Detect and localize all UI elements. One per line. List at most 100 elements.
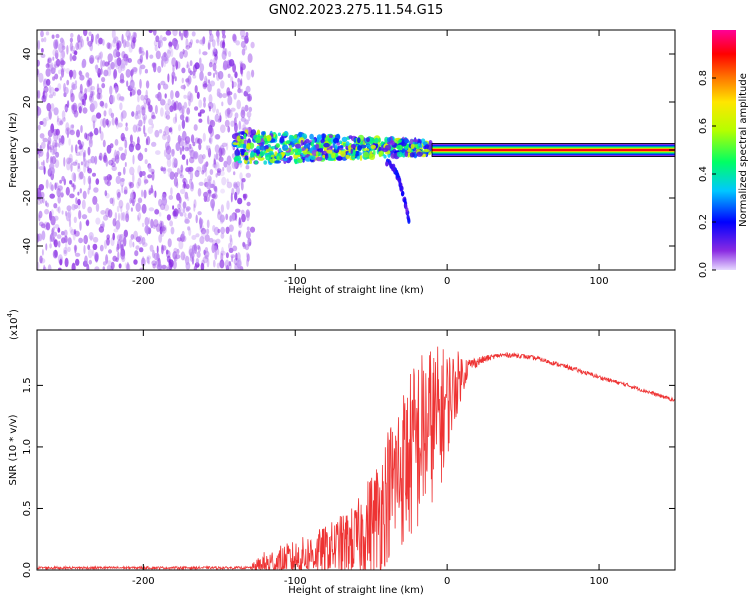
spectrogram-noise-cell	[160, 167, 166, 172]
spectrogram-signal-cell	[330, 145, 333, 149]
spectrogram-noise-cell	[214, 114, 220, 122]
spectrogram-noise-cell	[148, 164, 152, 173]
spectrogram-signal-cell	[277, 132, 281, 137]
spectrogram-noise-cell	[161, 197, 168, 206]
spectrogram-noise-cell	[167, 134, 171, 144]
spectrogram-noise-cell	[175, 90, 180, 98]
spectrogram-noise-cell	[37, 90, 41, 99]
spectrogram-noise-cell	[141, 222, 145, 227]
spectrogram-noise-cell	[129, 91, 132, 97]
spectrogram-noise-cell	[87, 40, 93, 47]
spectrogram-noise-cell	[225, 252, 229, 259]
spectrogram-noise-cell	[45, 243, 48, 251]
spectrogram-noise-cell	[220, 124, 226, 133]
spectrogram-noise-cell	[133, 230, 139, 240]
spectrogram-noise-cell	[214, 144, 220, 154]
spectrogram-noise-cell	[55, 33, 60, 39]
spectrogram-noise-cell	[179, 51, 184, 59]
snr-x-ticks: -200 -100 0 100	[132, 330, 609, 587]
spectrogram-noise-cell	[227, 73, 231, 79]
colorbar-ticks: 0.0 0.2 0.4 0.6 0.8	[698, 70, 716, 278]
spectrogram-noise-cell	[183, 181, 187, 189]
spectrogram-noise-cell	[71, 262, 76, 270]
spectrogram-noise-cell	[37, 200, 41, 205]
spectrogram-noise-cell	[153, 30, 157, 36]
spectrogram-noise-cell	[186, 61, 189, 69]
spectrogram-noise-cell	[79, 171, 84, 180]
spectrogram-noise-cell	[195, 258, 200, 265]
spectrogram-noise-cell	[162, 130, 166, 137]
spectrogram-noise-cell	[52, 144, 58, 155]
spectrogram-noise-cell	[124, 139, 128, 149]
spectrogram-noise-cell	[154, 104, 158, 115]
spectrogram-tail-cell	[396, 172, 400, 178]
spectrogram-noise-cell	[198, 118, 203, 123]
spectrogram-signal-cell	[422, 141, 428, 146]
spectrogram-noise-cell	[141, 189, 144, 198]
spectrogram-noise-cell	[139, 247, 144, 253]
snr-y-ticks: 0.0 0.5 1.0 1.5	[22, 377, 675, 578]
spectrogram-noise-cell	[136, 89, 142, 96]
spectrogram-noise-cell	[116, 243, 120, 251]
y-tick-label: 1.0	[22, 439, 33, 455]
spectrogram-noise-cell	[42, 117, 47, 127]
spectrogram-noise-cell	[69, 41, 73, 52]
spectrogram-noise-cell	[197, 245, 201, 253]
spectrogram-noise-cell	[151, 111, 155, 119]
spectrogram-signal-cell	[266, 134, 272, 142]
spectrogram-noise-cell	[233, 92, 237, 100]
spectrogram-noise-cell	[94, 55, 101, 60]
spectrogram-noise-cell	[88, 93, 94, 103]
spectrogram-noise-cell	[56, 206, 59, 212]
spectrogram-noise-cell	[85, 220, 89, 226]
spectrogram-noise-cell	[162, 166, 167, 175]
spectrogram-signal-cell	[243, 133, 247, 140]
spectrogram-tail-cell	[392, 167, 396, 173]
spectrogram-noise-cell	[48, 145, 55, 150]
spectrogram-noise-cell	[69, 71, 72, 80]
spectrogram-noise-cell	[57, 240, 61, 248]
spectrogram-noise-cell	[163, 204, 170, 212]
spectrogram-noise-cell	[179, 147, 182, 155]
spectrogram-noise-cell	[178, 30, 182, 37]
spectrogram-noise-cell	[60, 59, 64, 65]
spectrogram-noise-cell	[164, 103, 170, 111]
spectrogram-noise-cell	[166, 49, 171, 59]
spectrogram-noise-cell	[83, 158, 87, 167]
spectrogram-noise-cell	[44, 200, 48, 207]
spectrogram-signal-cell	[319, 149, 324, 153]
spectrogram-noise-cell	[167, 171, 171, 177]
spectrogram-noise-cell	[248, 106, 253, 113]
snr-y-multiplier: (x104)	[6, 309, 20, 340]
spectrogram-noise-cell	[118, 96, 125, 101]
spectrogram-noise-cell	[152, 190, 156, 197]
spectrogram-noise-cell	[84, 132, 88, 140]
spectrogram-noise-cell	[203, 162, 207, 172]
spectrogram-noise-cell	[192, 70, 196, 76]
spectrogram-signal-cell	[383, 154, 387, 159]
spectrogram-noise-cell	[59, 120, 63, 126]
spectrogram-noise-cell	[46, 102, 52, 112]
colorbar-label: Normalized spectral amplitude	[738, 73, 749, 227]
spectrogram-noise-cell	[74, 80, 78, 86]
spectrogram-noise-cell	[206, 181, 212, 190]
spectrogram-signal-cell	[277, 155, 280, 161]
spectrogram-noise-cell	[116, 234, 122, 241]
spectrogram-noise-cell	[87, 146, 91, 156]
spectrogram-noise-cell	[187, 95, 190, 101]
spectrogram-noise-cell	[40, 53, 46, 58]
spectrogram-noise-cell	[221, 142, 228, 147]
spectrogram-noise-cell	[189, 92, 194, 103]
spectrogram-noise-cell	[242, 241, 246, 247]
spectrogram-noise-cell	[70, 45, 75, 52]
spectrogram-noise-cell	[79, 143, 83, 150]
spectrogram-noise-cell	[69, 129, 75, 136]
spectrogram-noise-cell	[96, 83, 100, 93]
spectrogram-noise-cell	[132, 241, 135, 248]
spectrogram-noise-cell	[57, 206, 61, 214]
spectrogram-noise-cell	[174, 113, 178, 123]
spectrogram-noise-cell	[206, 145, 211, 153]
spectrogram-noise-cell	[140, 257, 146, 267]
spectrogram-noise-cell	[161, 133, 168, 141]
spectrogram-noise-cell	[245, 172, 251, 178]
